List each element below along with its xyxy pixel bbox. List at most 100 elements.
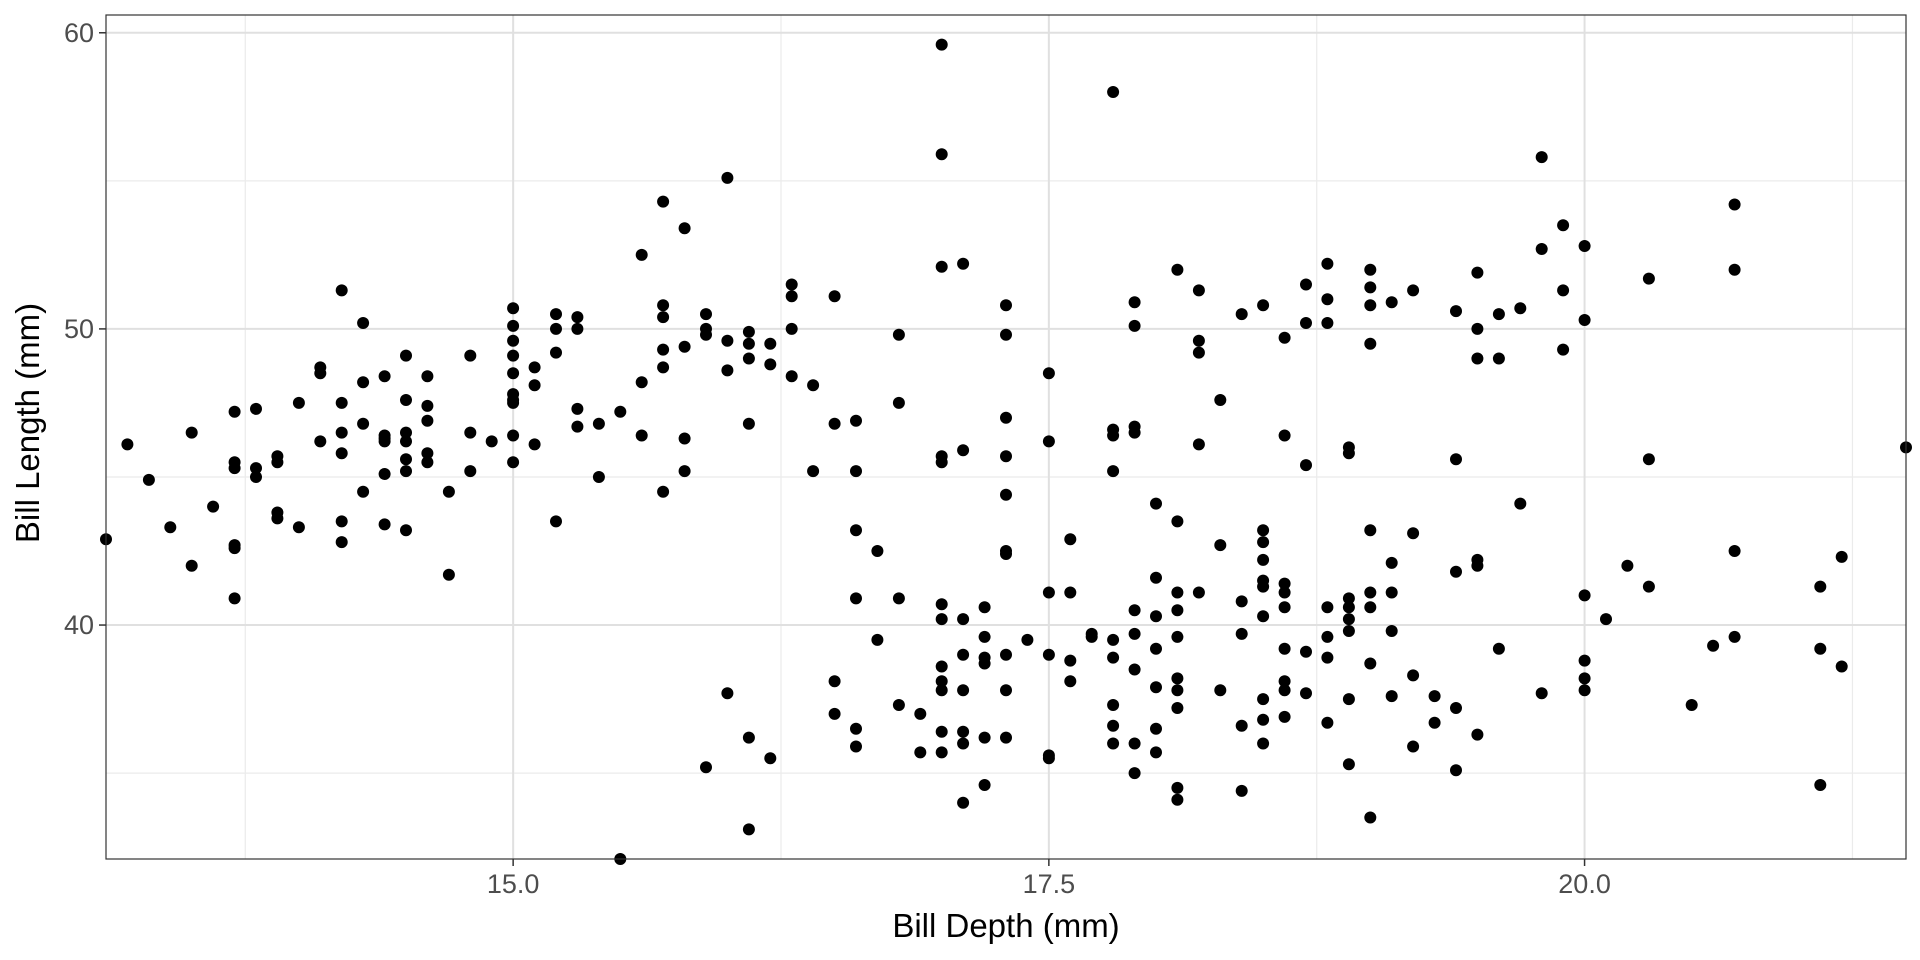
y-tick-label: 40 [64,610,94,640]
data-point [400,349,412,362]
data-points [100,38,1912,865]
data-point [442,485,455,498]
data-point [957,444,970,457]
data-point [1150,610,1162,623]
data-point [185,426,198,439]
data-point [957,725,970,738]
data-point [1364,811,1377,824]
data-point [1471,728,1484,741]
data-point [1450,305,1462,318]
data-point [507,396,520,409]
data-point [571,311,584,324]
data-point [850,592,862,605]
data-point [978,601,991,614]
data-point [592,471,605,483]
data-point [657,299,670,312]
data-point [1042,367,1055,380]
data-point [442,568,455,581]
data-point [1257,737,1270,750]
data-point [828,290,841,303]
data-point [742,731,755,744]
x-axis-title: Bill Depth (mm) [892,907,1119,944]
data-point [764,752,777,765]
data-point [357,417,370,430]
data-point [1342,758,1355,771]
data-point [1278,586,1291,599]
data-point [1128,767,1141,780]
data-point [1364,586,1377,599]
y-tick-label: 60 [64,18,94,48]
data-point [1278,675,1291,688]
data-point [1257,299,1270,312]
data-point [1814,642,1827,655]
data-point [1557,284,1570,297]
data-point [464,465,477,478]
data-point [978,779,991,791]
data-point [1042,435,1055,448]
data-point [1407,740,1420,753]
data-point [357,485,370,498]
data-point [400,524,412,537]
data-point [271,456,284,469]
data-point [1235,719,1248,732]
data-point [1042,752,1055,765]
data-point [1235,595,1248,608]
data-point [1171,672,1184,685]
data-point [1450,764,1462,777]
data-point [1642,272,1655,285]
data-point [957,796,970,809]
data-point [957,257,970,270]
data-point [550,322,562,335]
data-point [1814,580,1827,593]
data-point [1342,601,1355,614]
data-point [1021,633,1034,646]
data-point [507,349,520,362]
data-point [1364,337,1377,350]
data-point [1492,352,1505,365]
data-point [678,465,691,478]
data-point [1535,243,1548,255]
data-point [1578,240,1591,252]
data-point [1728,198,1741,211]
data-point [721,364,734,377]
data-point [1085,630,1098,643]
data-point [335,447,348,460]
x-tick-label: 15.0 [487,869,540,899]
data-point [507,319,520,332]
data-point [1278,684,1291,697]
y-axis-title: Bill Length (mm) [9,303,46,543]
data-point [742,823,755,836]
data-point [507,334,520,347]
data-point [1171,586,1184,599]
data-point [828,675,841,688]
data-point [1835,550,1848,563]
data-point [721,334,734,347]
data-point [935,260,948,273]
data-point [742,352,755,365]
data-point [1128,426,1141,439]
data-point [464,426,477,439]
data-point [357,317,370,329]
data-point [1107,465,1120,478]
data-point [228,542,241,555]
data-point [935,660,948,673]
data-point [1150,746,1162,759]
data-point [764,358,777,371]
data-point [1000,450,1012,463]
data-point [1235,308,1248,321]
data-point [464,349,477,362]
data-point [871,633,884,646]
data-point [914,746,927,759]
data-point [1278,601,1291,614]
data-point [314,435,327,448]
data-point [250,462,262,475]
data-point [1257,610,1270,623]
data-point [1428,690,1441,703]
data-point [1000,488,1012,501]
data-point [400,435,412,448]
data-point [1214,539,1227,552]
data-point [1385,690,1398,703]
data-point [1171,630,1184,643]
data-point [400,394,412,406]
data-point [1257,553,1270,566]
